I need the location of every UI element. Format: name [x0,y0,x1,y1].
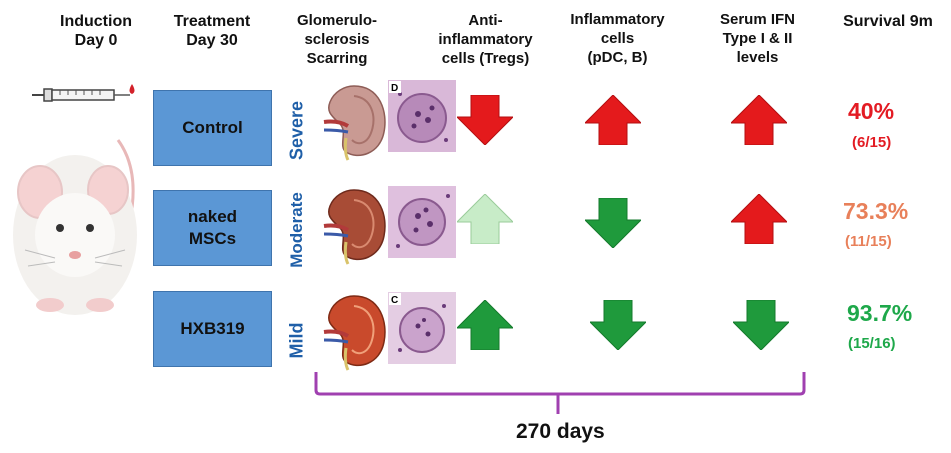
treatment-box-naked-mscs: naked MSCs [153,190,272,266]
header-ifn: Serum IFN Type I & II levels [719,11,795,66]
histology-label-severe: D [391,83,398,94]
survival-percent-control: 40% [848,98,895,124]
severity-label-severe: Severe [286,100,307,161]
severity-label-mild: Mild [286,322,307,359]
histology-image-severe: D [388,80,456,152]
inflammatory-arrow-hxb319-down [590,300,646,350]
duration-label: 270 days [516,420,605,443]
treatment-box-hxb319: HXB319 [153,291,272,367]
tregs-arrow-naked-mscs-up [457,194,513,244]
mouse-illustration [13,139,137,315]
header-survival: Survival 9m [843,13,933,30]
histology-label-mild: C [391,295,398,306]
inflammatory-arrow-control-up [585,95,641,145]
duration-bracket [314,372,806,414]
histology-image-mild: C [388,292,456,364]
survival-percent-hxb319: 93.7% [847,300,913,326]
survival-fraction-naked-mscs: (11/15) [845,233,892,250]
severity-label-moderate: Moderate [287,192,306,268]
ifn-arrow-control-up [731,95,787,145]
treatment-box-control: Control [153,90,272,166]
header-scarring: Glomerulo- sclerosis Scarring [296,12,377,67]
syringe-icon [32,84,135,102]
header-induction: Induction Day 0 [60,13,132,49]
kidney-illustration-severe [323,85,386,161]
ifn-arrow-naked-mscs-up [731,194,787,244]
tregs-arrow-hxb319-up [457,300,513,350]
header-treatment: Treatment Day 30 [173,13,251,49]
tregs-arrow-control-down [457,95,513,145]
survival-fraction-control: (6/15) [852,134,892,151]
survival-percent-naked-mscs: 73.3% [843,198,909,224]
kidney-illustration-mild [323,295,386,371]
header-anti-inflammatory: Anti- inflammatory cells (Tregs) [438,12,533,67]
header-inflammatory: Inflammatory cells (pDC, B) [570,11,665,66]
histology-image-moderate [388,186,456,258]
kidney-illustration-moderate [323,189,386,265]
inflammatory-arrow-naked-mscs-down [585,198,641,248]
ifn-arrow-hxb319-down [733,300,789,350]
survival-fraction-hxb319: (15/16) [848,335,896,352]
